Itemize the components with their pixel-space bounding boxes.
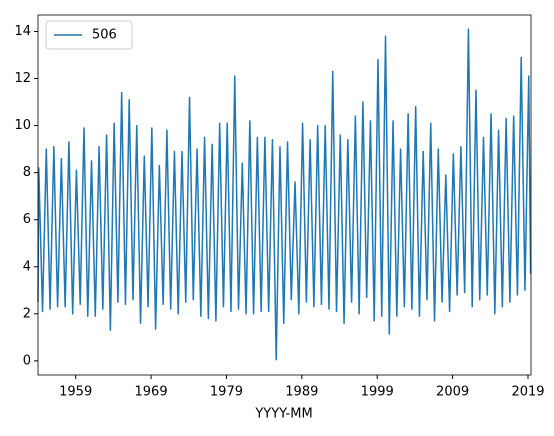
y-tick-label: 2 xyxy=(23,306,31,321)
x-tick-label: 2019 xyxy=(511,385,544,400)
y-tick-label: 12 xyxy=(14,71,31,86)
y-tick-label: 0 xyxy=(23,353,31,368)
x-axis-label: YYYY-MM xyxy=(254,407,312,422)
y-tick-label: 6 xyxy=(23,212,31,227)
x-tick-label: 1979 xyxy=(210,385,243,400)
x-tick-label: 1969 xyxy=(135,385,168,400)
y-tick-label: 10 xyxy=(14,118,31,133)
x-tick-label: 1959 xyxy=(59,385,92,400)
x-tick-label: 2009 xyxy=(436,385,469,400)
x-tick-label: 1999 xyxy=(361,385,394,400)
x-tick-label: 1989 xyxy=(285,385,318,400)
y-tick-label: 8 xyxy=(23,165,31,180)
y-tick-label: 14 xyxy=(14,24,31,39)
y-tick-label: 4 xyxy=(23,259,31,274)
data-line xyxy=(37,28,532,361)
plot-frame xyxy=(37,14,532,376)
legend-box xyxy=(45,20,133,50)
legend-label: 506 xyxy=(92,28,117,43)
